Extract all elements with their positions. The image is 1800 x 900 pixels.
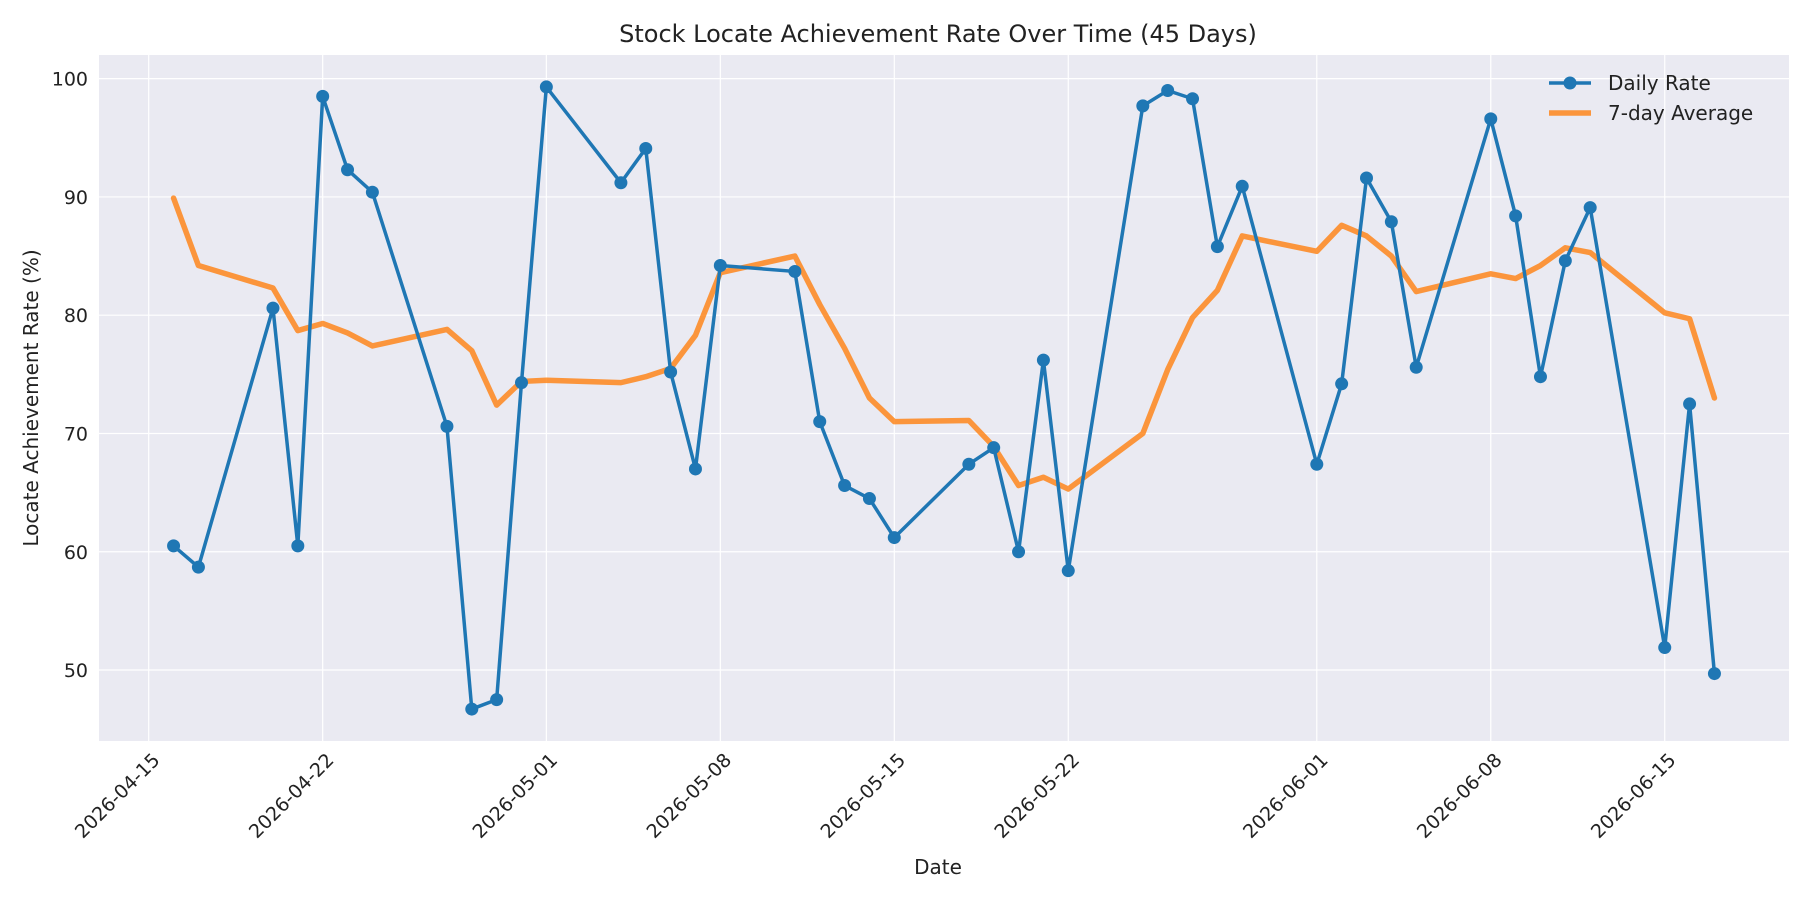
daily-rate-point [788, 264, 802, 278]
daily-rate-point [1533, 370, 1547, 384]
daily-rate-point [465, 702, 479, 716]
y-tick-label: 60 [64, 542, 88, 564]
daily-rate-point [813, 415, 827, 429]
y-tick-label: 90 [64, 187, 88, 209]
y-axis-title: Locate Achievement Rate (%) [19, 249, 43, 546]
legend-daily-rate-label: Daily Rate [1608, 71, 1711, 95]
daily-rate-point [1509, 209, 1523, 223]
daily-rate-point [1707, 667, 1721, 681]
y-tick-label: 100 [52, 69, 88, 91]
daily-rate-point [987, 441, 1001, 455]
daily-rate-point [515, 376, 528, 390]
daily-rate-point [1683, 397, 1697, 411]
daily-rate-point [365, 185, 379, 199]
daily-rate-point [1360, 171, 1373, 185]
daily-rate-point [1484, 112, 1498, 126]
x-axis-title: Date [914, 855, 962, 879]
grid [99, 55, 1789, 741]
y-axis: 50 60 70 80 90 100 [52, 69, 88, 682]
daily-rate-point [1558, 254, 1572, 268]
daily-rate-point [1310, 457, 1324, 471]
daily-rate-point [962, 457, 976, 471]
daily-rate-point [266, 301, 280, 315]
daily-rate-point [1235, 179, 1249, 193]
daily-rate-point [1161, 83, 1175, 97]
y-tick-label: 70 [64, 423, 88, 445]
daily-rate-point [316, 89, 330, 103]
daily-rate-point [1335, 377, 1349, 391]
legend-7-day-average-label: 7-day Average [1608, 101, 1753, 125]
7-day-average-line [170, 195, 1718, 492]
daily-rate-point [1012, 545, 1026, 559]
daily-rate-point [440, 419, 454, 433]
plot-area [99, 55, 1789, 741]
daily-rate-point [539, 80, 553, 94]
daily-rate-point [887, 531, 901, 545]
series-layer [167, 80, 1721, 716]
daily-rate-point [1409, 360, 1423, 374]
daily-rate-point [1583, 201, 1597, 215]
daily-rate-point [1384, 215, 1398, 229]
daily-rate-point [191, 560, 205, 574]
legend: Daily Rate 7-day Average [1549, 71, 1753, 125]
daily-rate-point [1036, 353, 1050, 367]
daily-rate-point [688, 462, 702, 476]
daily-rate-point [713, 259, 727, 273]
daily-rate-point [490, 693, 504, 707]
daily-rate-point [639, 141, 653, 155]
daily-rate-point [664, 365, 678, 379]
legend-daily-rate-marker [1563, 76, 1577, 90]
daily-rate-point [1061, 564, 1075, 578]
y-tick-label: 80 [64, 305, 88, 327]
y-tick-label: 50 [64, 660, 88, 682]
daily-rate-point [167, 539, 181, 553]
daily-rate-point [1210, 240, 1224, 254]
daily-rate-point [291, 539, 305, 553]
daily-rate-point [1186, 92, 1200, 106]
daily-rate-point [838, 479, 852, 493]
chart-title: Stock Locate Achievement Rate Over Time … [619, 20, 1257, 48]
daily-rate-point [1136, 99, 1150, 113]
daily-rate-point [341, 163, 355, 177]
daily-rate-point [862, 492, 876, 506]
daily-rate-point [1658, 641, 1672, 655]
daily-rate-point [614, 176, 628, 190]
